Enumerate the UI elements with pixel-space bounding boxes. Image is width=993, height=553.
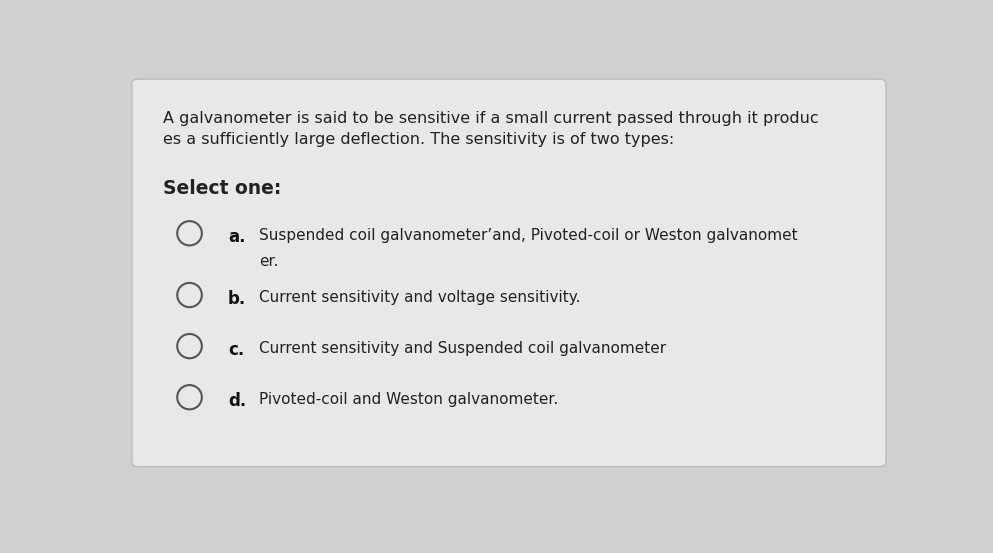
Text: a.: a. (228, 228, 245, 246)
Text: er.: er. (259, 254, 278, 269)
Text: Pivoted-coil and Weston galvanometer.: Pivoted-coil and Weston galvanometer. (259, 392, 558, 407)
Text: b.: b. (228, 290, 246, 308)
Text: c.: c. (228, 341, 244, 359)
Text: A galvanometer is said to be sensitive if a small current passed through it prod: A galvanometer is said to be sensitive i… (163, 111, 818, 126)
Text: Current sensitivity and voltage sensitivity.: Current sensitivity and voltage sensitiv… (259, 290, 580, 305)
FancyBboxPatch shape (132, 79, 886, 467)
Text: Current sensitivity and Suspended coil galvanometer: Current sensitivity and Suspended coil g… (259, 341, 666, 356)
Text: d.: d. (228, 392, 246, 410)
Text: es a sufficiently large deflection. The sensitivity is of two types:: es a sufficiently large deflection. The … (163, 132, 674, 147)
Text: Suspended coil galvanometer’and, Pivoted-coil or Weston galvanomet: Suspended coil galvanometer’and, Pivoted… (259, 228, 797, 243)
Text: Select one:: Select one: (163, 179, 281, 198)
